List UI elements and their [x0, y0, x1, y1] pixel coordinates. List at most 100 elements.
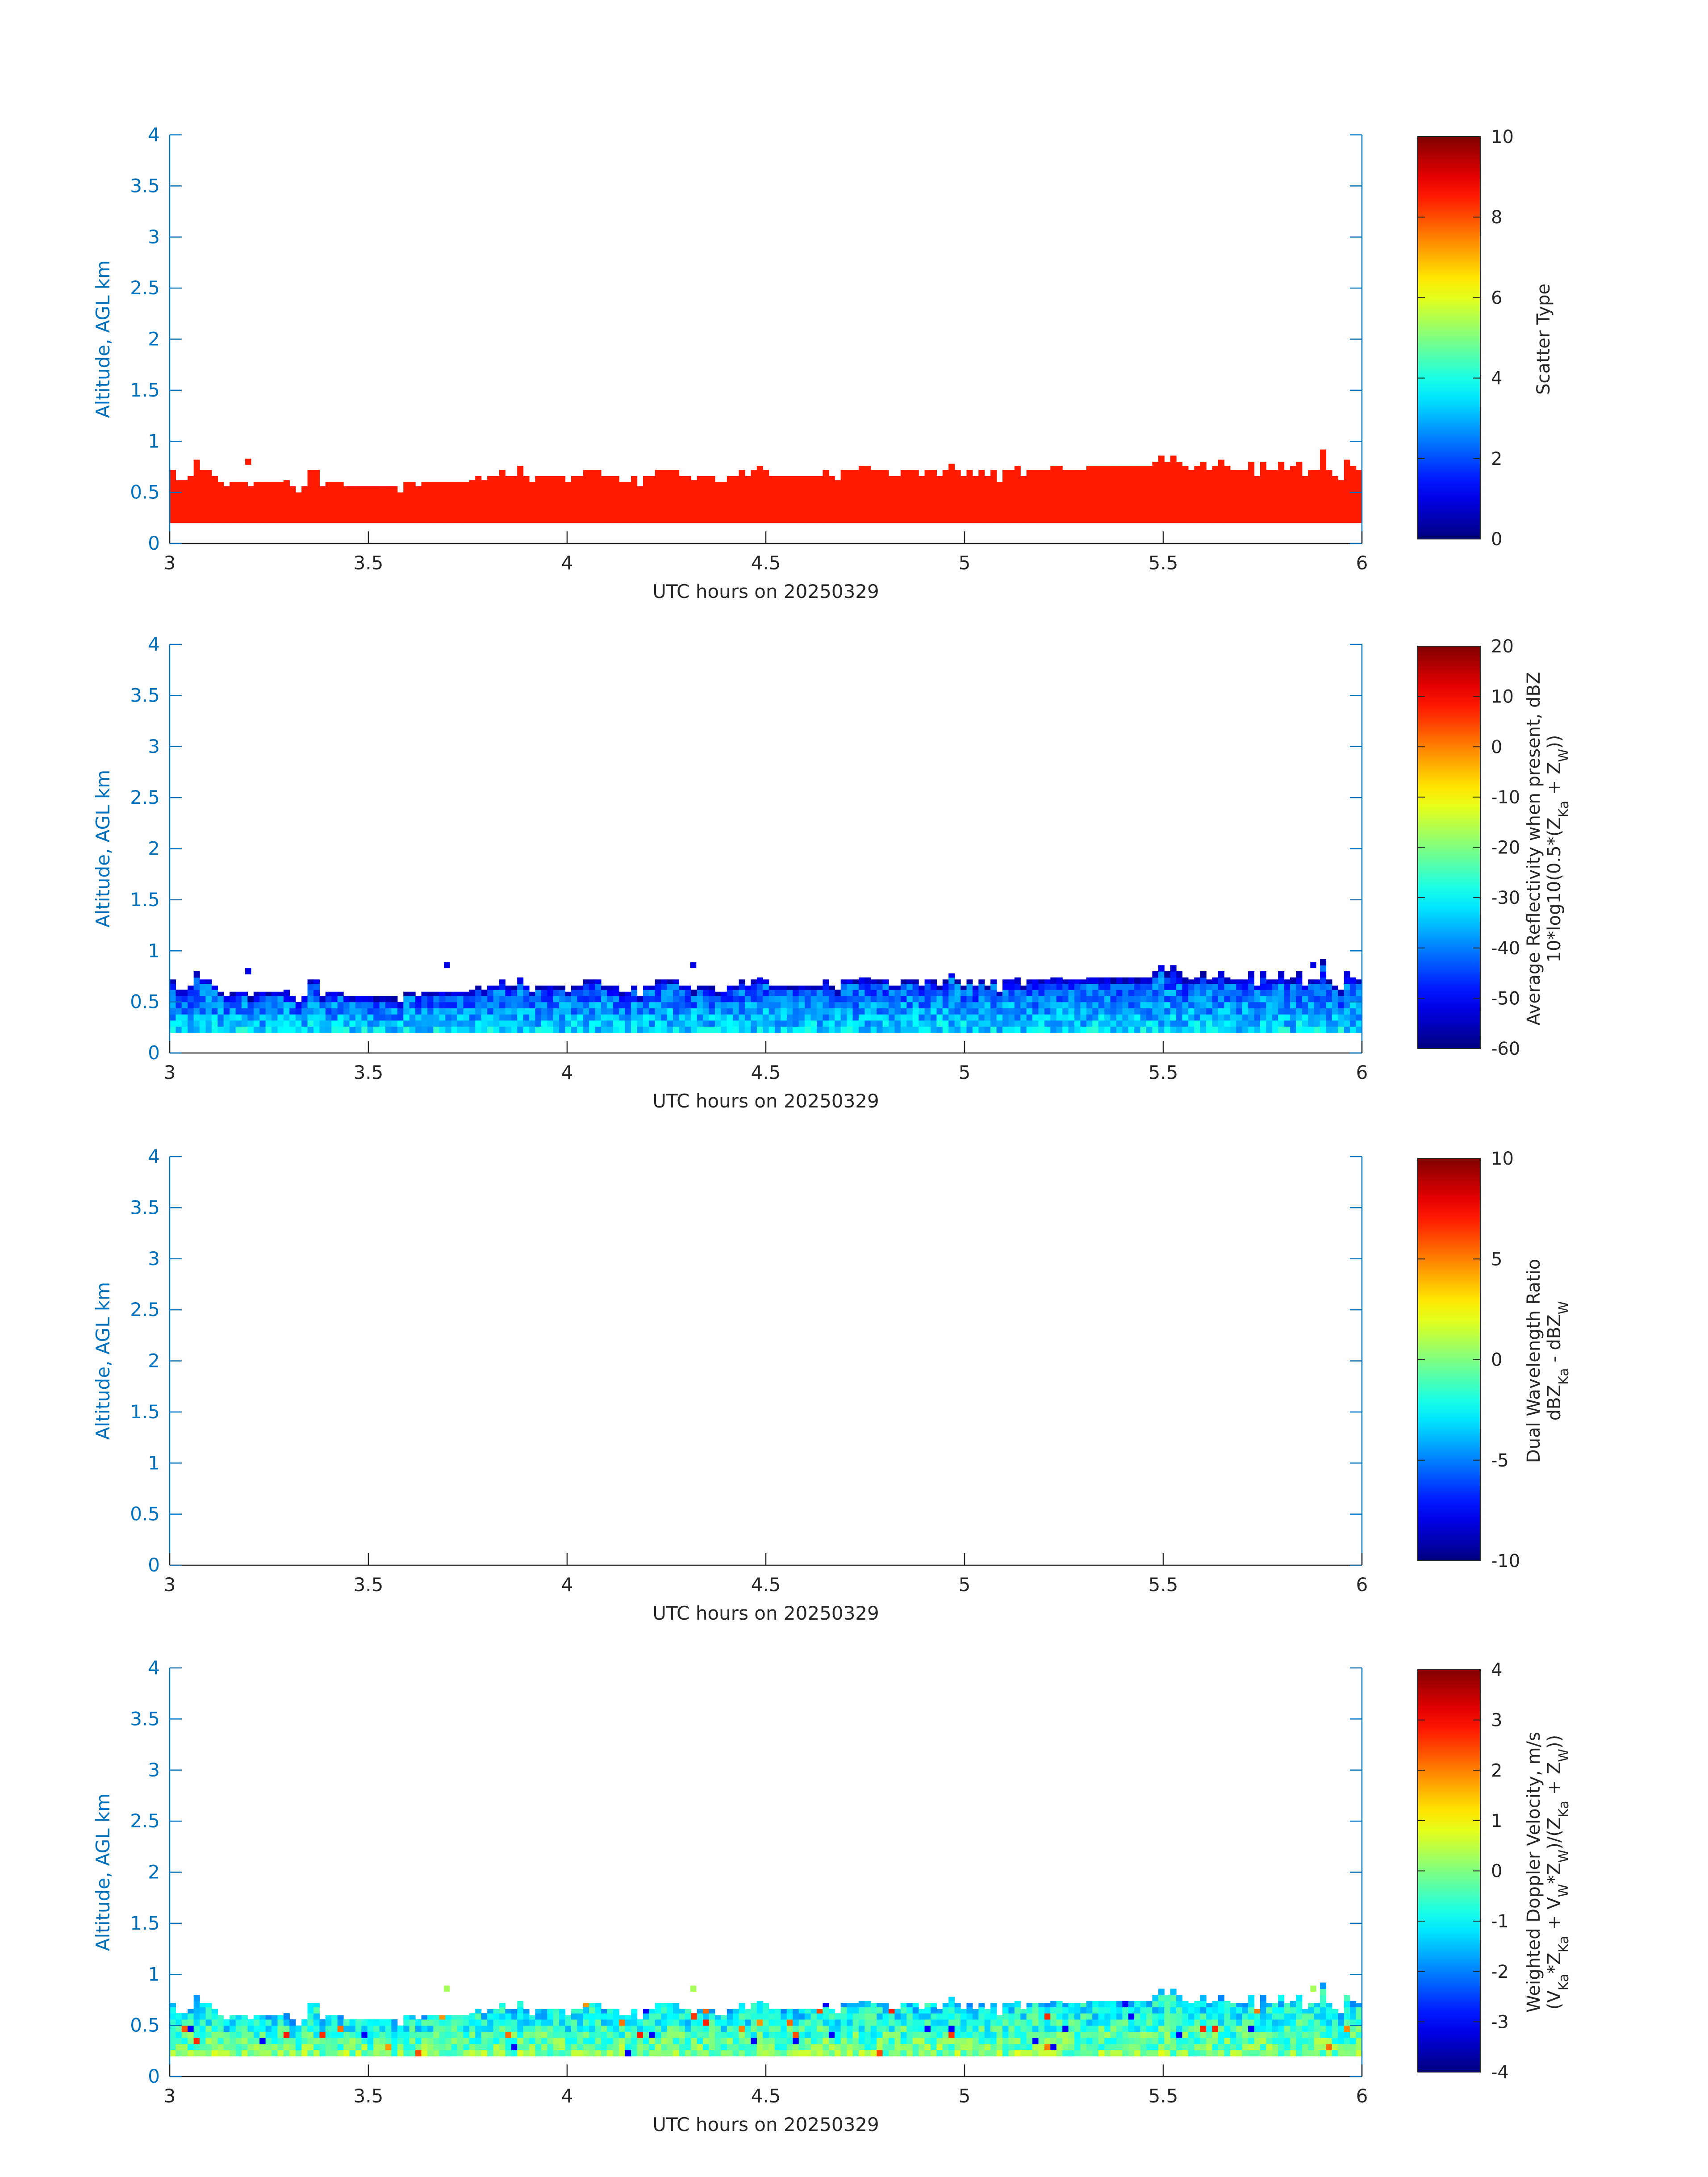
heatmap-cell [1128, 2038, 1135, 2044]
heatmap-cell [547, 2013, 554, 2020]
heatmap-cell [499, 979, 505, 984]
heatmap-cell [852, 2050, 859, 2056]
heatmap-cell [1296, 1014, 1303, 1021]
heatmap-cell [1074, 1008, 1081, 1015]
heatmap-cell [499, 1026, 505, 1033]
heatmap-cell [714, 1020, 721, 1027]
heatmap-cell [966, 1014, 973, 1021]
heatmap-cell [583, 2019, 589, 2026]
heatmap-cell [427, 2038, 434, 2044]
heatmap-cell [894, 1014, 901, 1021]
heatmap-cell [553, 2019, 560, 2026]
heatmap-cell [990, 2050, 997, 2056]
heatmap-cell [1134, 977, 1141, 984]
heatmap-cell [1128, 977, 1135, 984]
heatmap-cell [1140, 1014, 1147, 1021]
heatmap-cell [667, 2050, 673, 2056]
heatmap-cell [948, 1008, 955, 1015]
heatmap-cell [930, 990, 937, 996]
heatmap-cell [325, 995, 332, 1003]
heatmap-cell [619, 2015, 626, 2020]
heatmap-cell [817, 2025, 823, 2032]
heatmap-cell [1224, 983, 1231, 990]
heatmap-cell [733, 1008, 739, 1015]
heatmap-cell [1194, 995, 1201, 1003]
heatmap-cell [499, 470, 505, 523]
heatmap-cell [565, 1020, 572, 1027]
heatmap-cell [493, 476, 500, 523]
heatmap-cell [685, 2009, 691, 2014]
heatmap-cell [798, 1020, 805, 1027]
heatmap-cell [1032, 2007, 1039, 2014]
heatmap-cell [625, 2025, 631, 2032]
heatmap-cell [870, 2003, 877, 2008]
heatmap-cell [805, 2043, 811, 2051]
heatmap-cell [433, 1026, 440, 1033]
heatmap-cell [643, 1002, 649, 1008]
heatmap-cell [1104, 2013, 1111, 2020]
heatmap-cell [367, 2043, 374, 2051]
heatmap-cell [733, 990, 739, 996]
heatmap-cell [1134, 2007, 1141, 2014]
heatmap-cell [1026, 2025, 1033, 2032]
heatmap-cell [223, 2025, 230, 2032]
heatmap-cell [1266, 2019, 1273, 2026]
heatmap-cell [1032, 2043, 1039, 2051]
heatmap-cell [337, 1008, 344, 1015]
heatmap-cell [517, 2019, 524, 2026]
heatmap-cell [948, 2001, 955, 2008]
heatmap-cell [1116, 1014, 1123, 1021]
heatmap-cell [954, 1026, 961, 1033]
heatmap-cell [864, 990, 871, 996]
heatmap-cell [1110, 1014, 1117, 1021]
heatmap-cell [1326, 470, 1332, 523]
heatmap-cell [756, 977, 763, 984]
heatmap-cell [307, 1014, 314, 1021]
heatmap-cell [709, 1020, 715, 1027]
heatmap-cell [1014, 2025, 1021, 2032]
heatmap-cell [870, 995, 877, 1003]
heatmap-cell [1158, 2050, 1165, 2056]
heatmap-cell [559, 1014, 566, 1021]
heatmap-cell [889, 1020, 895, 1027]
heatmap-cell [1314, 2038, 1320, 2044]
heatmap-cell [571, 1002, 577, 1008]
heatmap-cell [990, 1008, 997, 1015]
heatmap-cell [649, 990, 656, 996]
heatmap-cell [193, 971, 200, 978]
heatmap-cell [1272, 1020, 1278, 1027]
heatmap-cell [649, 2025, 656, 2032]
heatmap-cell [397, 2043, 404, 2051]
heatmap-cell [667, 2031, 673, 2038]
heatmap-cell [391, 2031, 398, 2038]
heatmap-cell [421, 2050, 428, 2056]
heatmap-cell [1020, 2009, 1027, 2014]
heatmap-cell [996, 2031, 1003, 2038]
heatmap-cell [601, 2009, 608, 2014]
heatmap-cell [373, 1020, 380, 1027]
heatmap-cell [1164, 2025, 1171, 2032]
heatmap-cell [271, 991, 278, 996]
heatmap-cell [1176, 1026, 1183, 1033]
heatmap-cell [499, 983, 505, 990]
heatmap-cell [900, 1008, 907, 1015]
heatmap-cell [397, 2031, 404, 2038]
heatmap-cell [211, 2019, 218, 2026]
heatmap-cell [1338, 2025, 1345, 2032]
heatmap-cell [355, 2031, 362, 2038]
heatmap-cell [1128, 1014, 1135, 1021]
heatmap-cell [697, 1008, 703, 1015]
heatmap-cell [403, 991, 410, 996]
heatmap-cell [349, 995, 356, 1003]
y-tick-label: 1.5 [130, 379, 160, 401]
heatmap-cell [535, 1026, 542, 1033]
heatmap-cell [763, 2050, 769, 2056]
heatmap-cell [1104, 2043, 1111, 2051]
heatmap-cell [805, 1002, 811, 1008]
colorbar-tick-label: -1 [1491, 1911, 1509, 1932]
heatmap-cell [1074, 2003, 1081, 2008]
heatmap-cell [409, 2015, 416, 2020]
heatmap-cell [517, 1008, 524, 1015]
heatmap-cell [1152, 1026, 1159, 1033]
heatmap-cell [1236, 470, 1243, 523]
